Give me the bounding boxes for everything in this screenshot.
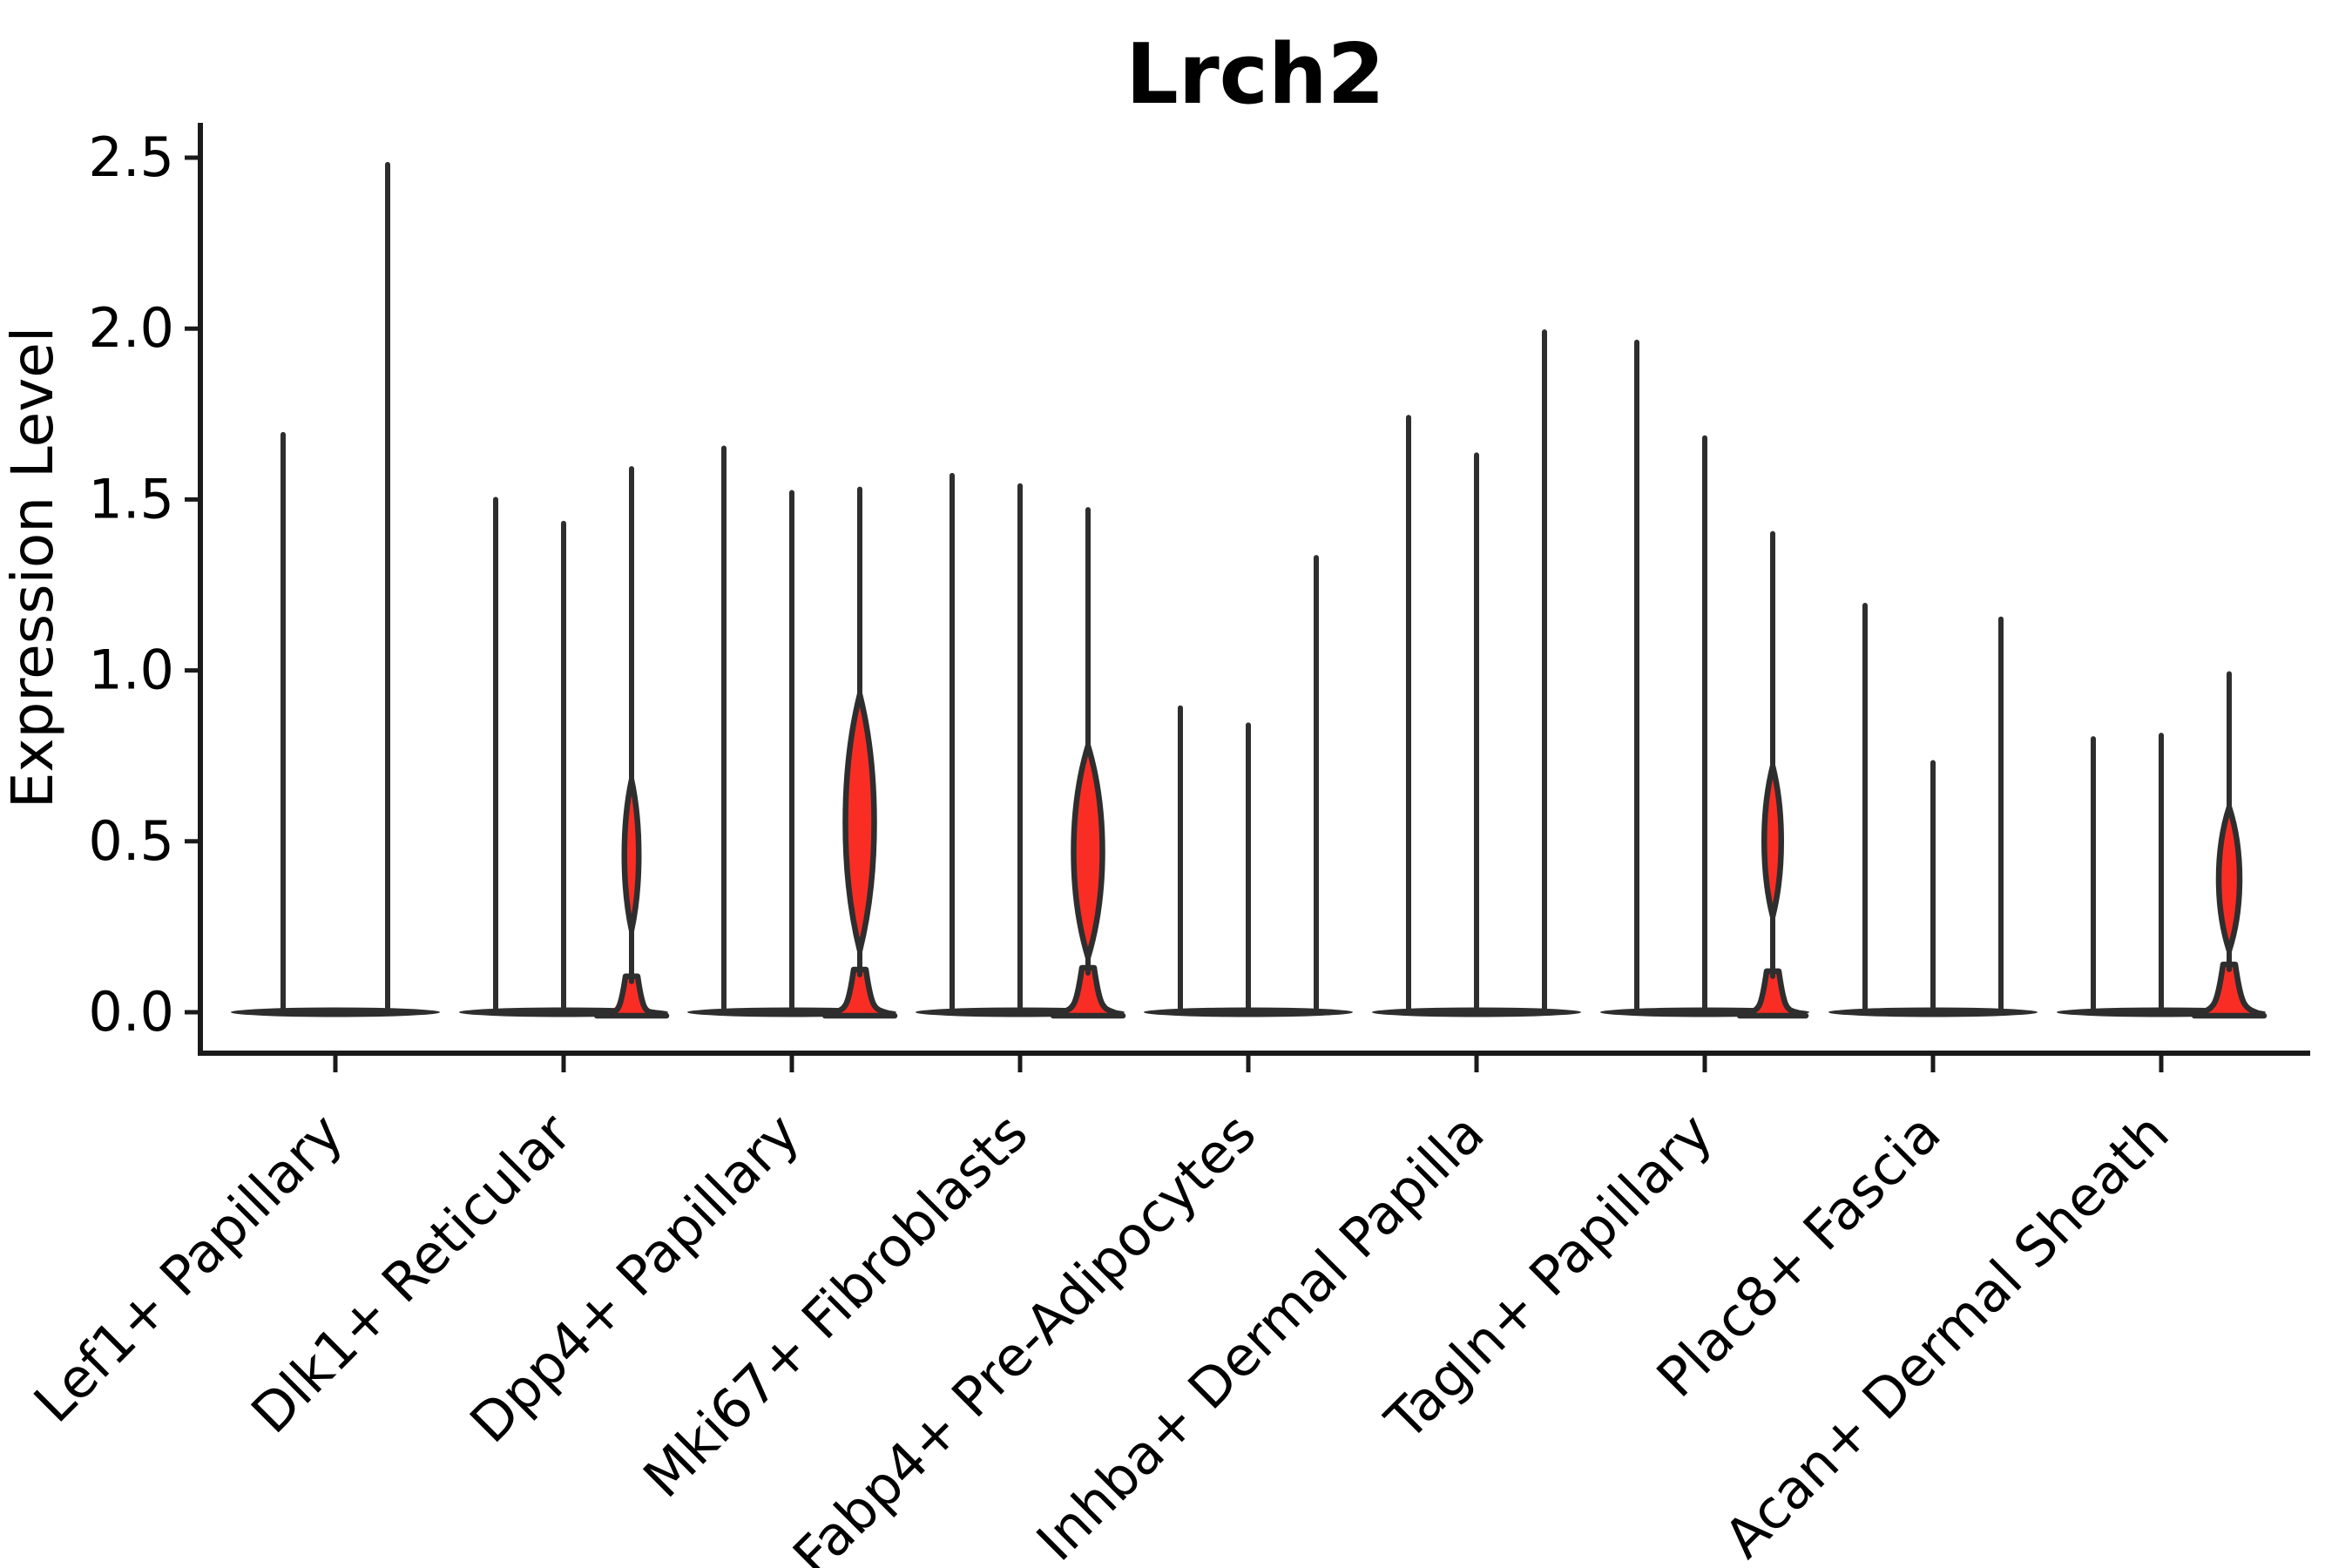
y-tick-label: 0.0	[88, 980, 174, 1044]
violin-red-bulge	[2215, 797, 2243, 960]
violin-base-band	[231, 1007, 440, 1017]
y-tick-label: 1.5	[88, 467, 174, 531]
violin-group: Lef1+ Papillary	[22, 161, 440, 1435]
violin-group: Acan+ Dermal Sheath	[1712, 671, 2268, 1568]
y-tick-label: 2.5	[88, 125, 174, 189]
violin-group: Inhba+ Dermal Papilla	[1024, 329, 1581, 1568]
violin-red-base	[1050, 964, 1126, 1019]
violin-red-bulge	[1071, 735, 1105, 968]
x-tick-label: Acan+ Dermal Sheath	[1712, 1101, 2180, 1568]
violin-red-bulge	[621, 779, 642, 931]
x-tick-label: Mki67+ Fibroblasts	[631, 1101, 1039, 1510]
x-tick-label: Fabp4+ Pre-Adipocytes	[781, 1101, 1267, 1568]
violin-red-base	[593, 973, 670, 1019]
x-tick-label: Inhba+ Dermal Papilla	[1024, 1101, 1497, 1568]
violin-red-base	[821, 966, 898, 1019]
y-tick-label: 2.0	[88, 296, 174, 360]
violin-red-base	[1736, 968, 1809, 1019]
violin-red-base	[2191, 961, 2268, 1019]
violin-red-bulge	[1761, 765, 1784, 917]
violin-group: Fabp4+ Pre-Adipocytes	[781, 555, 1353, 1568]
y-axis-label: Expression Level	[0, 327, 66, 808]
y-tick-label: 1.0	[88, 639, 174, 702]
chart-title: Lrch2	[1125, 27, 1384, 123]
violin-red-bulge	[842, 693, 877, 952]
y-tick-label: 0.5	[88, 809, 174, 873]
